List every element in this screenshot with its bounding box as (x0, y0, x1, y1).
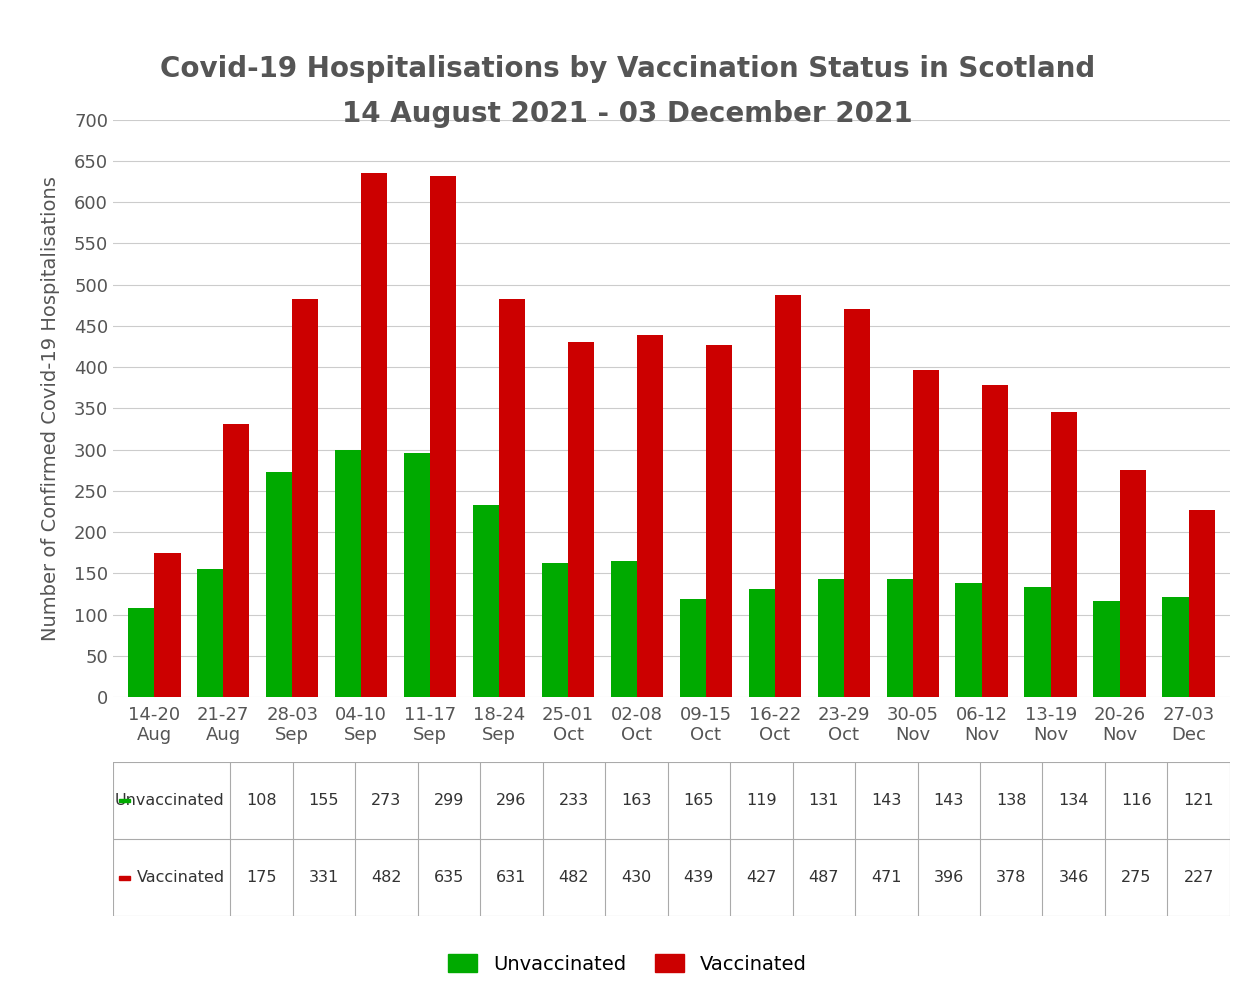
FancyBboxPatch shape (118, 799, 129, 803)
Bar (1093, 602, 1119, 697)
Text: 116: 116 (1121, 793, 1152, 808)
Text: 273: 273 (371, 793, 402, 808)
Bar (292, 300, 319, 697)
Bar (1162, 598, 1188, 697)
Bar (197, 570, 223, 697)
Text: 331: 331 (309, 871, 339, 885)
Text: 163: 163 (621, 793, 651, 808)
Text: 108: 108 (246, 793, 277, 808)
Bar (981, 385, 1008, 697)
Text: 346: 346 (1058, 871, 1089, 885)
Bar (154, 553, 181, 697)
Text: Vaccinated: Vaccinated (137, 871, 225, 885)
Text: 165: 165 (684, 793, 714, 808)
Text: 119: 119 (745, 793, 777, 808)
Bar (128, 609, 154, 697)
Text: 121: 121 (1183, 793, 1214, 808)
Bar (774, 295, 801, 697)
Text: 138: 138 (996, 793, 1027, 808)
Bar (542, 563, 569, 697)
Bar (223, 424, 250, 697)
Text: Unvaccinated: Unvaccinated (115, 793, 225, 808)
Bar (886, 580, 912, 697)
Bar (817, 580, 843, 697)
Bar (499, 300, 526, 697)
Bar (912, 371, 939, 697)
Text: 378: 378 (996, 871, 1027, 885)
FancyBboxPatch shape (118, 875, 129, 879)
Bar (680, 599, 705, 697)
Text: 296: 296 (496, 793, 527, 808)
Text: 233: 233 (558, 793, 589, 808)
Bar (404, 453, 430, 697)
Text: 430: 430 (621, 871, 651, 885)
Y-axis label: Number of Confirmed Covid-19 Hospitalisations: Number of Confirmed Covid-19 Hospitalisa… (41, 176, 60, 640)
Bar (1188, 510, 1215, 697)
Text: 299: 299 (434, 793, 464, 808)
Bar (638, 335, 663, 697)
Bar (1119, 470, 1146, 697)
Bar (1050, 411, 1077, 697)
Text: 131: 131 (808, 793, 840, 808)
Text: 155: 155 (309, 793, 339, 808)
Bar (361, 173, 388, 697)
Bar (335, 450, 361, 697)
Text: 482: 482 (558, 871, 589, 885)
Text: 487: 487 (808, 871, 840, 885)
Text: 631: 631 (496, 871, 527, 885)
Text: 396: 396 (934, 871, 964, 885)
Text: 143: 143 (934, 793, 964, 808)
Text: 227: 227 (1183, 871, 1214, 885)
Text: Covid-19 Hospitalisations by Vaccination Status in Scotland
14 August 2021 - 03 : Covid-19 Hospitalisations by Vaccination… (159, 55, 1096, 128)
Text: 175: 175 (246, 871, 276, 885)
Bar (955, 584, 981, 697)
Bar (1024, 587, 1050, 697)
Bar (430, 176, 457, 697)
Text: 482: 482 (371, 871, 402, 885)
Text: 471: 471 (871, 871, 901, 885)
Text: 635: 635 (434, 871, 464, 885)
Bar (705, 345, 732, 697)
Text: 427: 427 (747, 871, 777, 885)
Text: 134: 134 (1058, 793, 1089, 808)
Bar (473, 505, 499, 697)
Text: 275: 275 (1121, 871, 1151, 885)
Bar (569, 343, 594, 697)
Bar (749, 589, 774, 697)
Bar (843, 309, 870, 697)
Bar (611, 561, 638, 697)
Bar (266, 472, 292, 697)
Legend: Unvaccinated, Vaccinated: Unvaccinated, Vaccinated (441, 946, 814, 981)
Text: 143: 143 (871, 793, 901, 808)
Text: 439: 439 (684, 871, 714, 885)
